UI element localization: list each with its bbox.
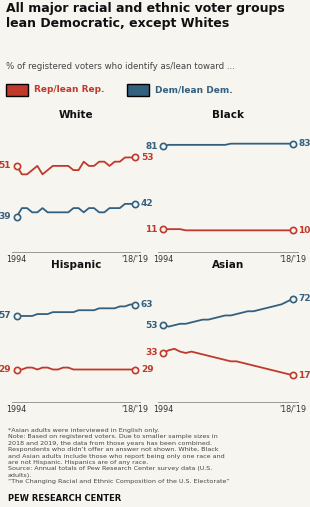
Text: 63: 63 — [141, 300, 153, 309]
Text: 39: 39 — [0, 212, 11, 221]
Title: Asian: Asian — [212, 260, 244, 270]
Text: All major racial and ethnic voter groups
lean Democratic, except Whites: All major racial and ethnic voter groups… — [6, 2, 285, 30]
Text: Dem/lean Dem.: Dem/lean Dem. — [155, 85, 232, 94]
Text: 42: 42 — [141, 199, 153, 208]
Text: PEW RESEARCH CENTER: PEW RESEARCH CENTER — [8, 494, 121, 503]
FancyBboxPatch shape — [127, 84, 149, 96]
Text: 81: 81 — [145, 141, 157, 151]
Text: Rep/lean Rep.: Rep/lean Rep. — [34, 85, 104, 94]
Title: Black: Black — [212, 110, 244, 120]
Text: 83: 83 — [298, 139, 310, 148]
Text: 57: 57 — [0, 311, 11, 320]
Title: Hispanic: Hispanic — [51, 260, 101, 270]
Text: 53: 53 — [141, 153, 153, 162]
Text: 10: 10 — [298, 226, 310, 235]
Text: 33: 33 — [145, 348, 157, 357]
Text: 11: 11 — [145, 225, 157, 234]
Text: *Asian adults were interviewed in English only.
Note: Based on registered voters: *Asian adults were interviewed in Englis… — [8, 428, 230, 484]
Text: 17: 17 — [298, 371, 310, 380]
Text: 72: 72 — [298, 294, 310, 303]
Title: White: White — [59, 110, 93, 120]
Text: 29: 29 — [0, 365, 11, 374]
FancyBboxPatch shape — [6, 84, 28, 96]
Text: % of registered voters who identify as/lean toward ...: % of registered voters who identify as/l… — [6, 62, 235, 71]
Text: 29: 29 — [141, 365, 153, 374]
Text: 51: 51 — [0, 161, 11, 170]
Text: 53: 53 — [145, 321, 157, 330]
